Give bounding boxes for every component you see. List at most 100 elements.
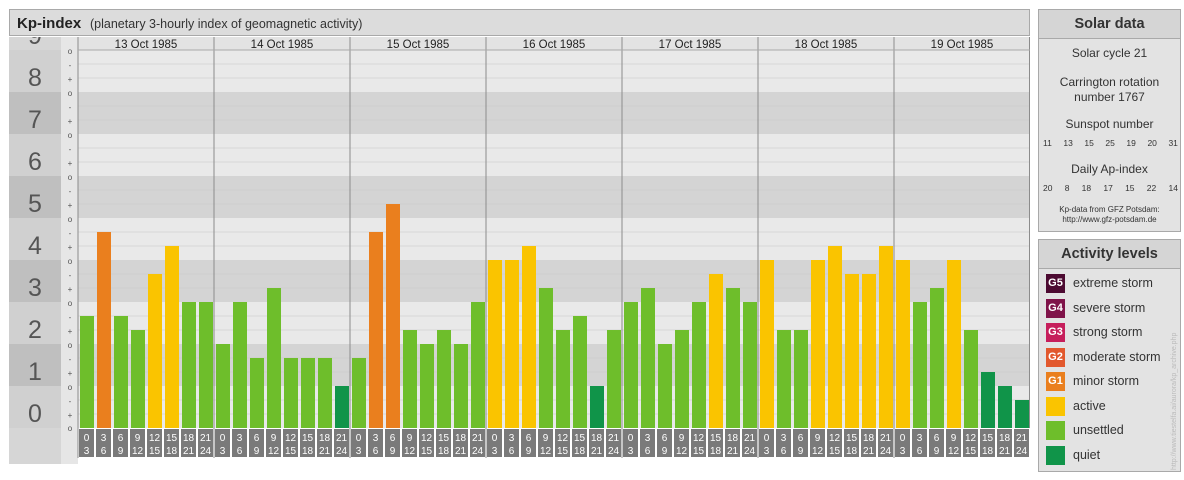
interval-start-label: 6 <box>254 433 260 444</box>
interval-end-label: 15 <box>149 446 161 457</box>
interval-label-box <box>113 429 128 457</box>
interval-start-label: 9 <box>951 433 957 444</box>
kp-bar <box>403 330 417 428</box>
interval-end-label: 12 <box>540 446 552 457</box>
interval-label-box <box>929 429 944 457</box>
interval-start-label: 15 <box>574 433 586 444</box>
interval-label-box <box>861 429 876 457</box>
interval-start-label: 0 <box>220 433 226 444</box>
day-label: 19 Oct 1985 <box>931 39 994 51</box>
kp-bar <box>488 260 502 428</box>
solar-cycle: Solar cycle 21 <box>1071 46 1148 60</box>
interval-label-box <box>198 429 213 457</box>
kp-bar <box>148 273 162 428</box>
ap-value: 15 <box>1125 183 1135 193</box>
y-minor-tick-label: - <box>69 187 72 196</box>
interval-end-label: 18 <box>166 446 178 457</box>
interval-start-label: 12 <box>285 433 297 444</box>
grid-band <box>78 176 1030 218</box>
kp-bar <box>216 344 230 428</box>
carrington-line-1: Carrington rotation <box>1059 75 1160 89</box>
interval-end-label: 21 <box>319 446 331 457</box>
interval-end-label: 18 <box>302 446 314 457</box>
interval-end-label: 15 <box>829 446 841 457</box>
y-tick-label: 1 <box>28 358 42 386</box>
interval-start-label: 18 <box>999 433 1011 444</box>
day-label: 14 Oct 1985 <box>251 39 314 51</box>
interval-end-label: 9 <box>662 446 668 457</box>
y-minor-tick-label: o <box>68 383 73 392</box>
kp-bar <box>692 302 706 428</box>
sunspot-label: Sunspot number <box>1065 117 1154 131</box>
interval-start-label: 0 <box>764 433 770 444</box>
interval-label-box <box>147 429 162 457</box>
interval-start-label: 0 <box>900 433 906 444</box>
interval-start-label: 18 <box>863 433 875 444</box>
interval-start-label: 18 <box>455 433 467 444</box>
kp-bar <box>301 357 315 428</box>
interval-start-label: 3 <box>237 433 243 444</box>
kp-bar <box>233 302 247 428</box>
y-tick-label: 0 <box>28 400 42 428</box>
interval-start-label: 15 <box>846 433 858 444</box>
legend-swatch: G3 <box>1046 323 1065 342</box>
legend-label: strong storm <box>1073 325 1143 339</box>
legend-label: moderate storm <box>1073 349 1161 364</box>
interval-label-box <box>657 429 672 457</box>
interval-start-label: 3 <box>917 433 923 444</box>
interval-label-box <box>181 429 196 457</box>
solar-data-panel: Solar data Solar cycle 21 Carrington rot… <box>1038 9 1181 232</box>
interval-end-label: 3 <box>764 446 770 457</box>
y-minor-tick-label: o <box>68 173 73 182</box>
interval-end-label: 9 <box>798 446 804 457</box>
interval-start-label: 6 <box>798 433 804 444</box>
y-minor-tick-label: o <box>68 131 73 140</box>
interval-end-label: 18 <box>982 446 994 457</box>
y-tick-label: 2 <box>28 316 42 344</box>
kp-chart: 0123456789o-+o-+o-+o-+o-+o-+o-+o-+o-+o03… <box>9 37 1030 464</box>
interval-start-label: 21 <box>880 433 892 444</box>
y-minor-tick-label: - <box>69 397 72 406</box>
legend-swatch: G5 <box>1046 274 1065 293</box>
interval-label-box <box>827 429 842 457</box>
ap-label: Daily Ap-index <box>1071 162 1148 176</box>
interval-start-label: 0 <box>84 433 90 444</box>
interval-end-label: 24 <box>1016 446 1028 457</box>
interval-start-label: 21 <box>336 433 348 444</box>
interval-start-label: 3 <box>781 433 787 444</box>
y-minor-tick-label: + <box>68 159 73 168</box>
kp-bar <box>828 246 842 428</box>
interval-start-label: 21 <box>744 433 756 444</box>
y-minor-tick-label: + <box>68 411 73 420</box>
y-band <box>9 344 61 386</box>
interval-start-label: 9 <box>679 433 685 444</box>
interval-label-box <box>436 429 451 457</box>
data-credit-link[interactable]: http://www.gfz-potsdam.de <box>1062 215 1157 224</box>
interval-start-label: 3 <box>509 433 515 444</box>
chart-header: Kp-index (planetary 3-hourly index of ge… <box>9 9 1030 36</box>
interval-end-label: 12 <box>132 446 144 457</box>
sunspot-value: 19 <box>1126 138 1136 148</box>
sunspot-value: 15 <box>1084 138 1094 148</box>
interval-label-box <box>674 429 689 457</box>
kp-bar <box>556 330 570 428</box>
interval-end-label: 6 <box>373 446 379 457</box>
y-minor-tick-label: + <box>68 201 73 210</box>
kp-bar <box>607 330 621 428</box>
interval-start-label: 6 <box>390 433 396 444</box>
kp-bar <box>879 246 893 428</box>
interval-start-label: 15 <box>438 433 450 444</box>
interval-end-label: 24 <box>744 446 756 457</box>
ap-value: 22 <box>1146 183 1157 193</box>
kp-bar <box>80 315 94 428</box>
interval-start-label: 9 <box>543 433 549 444</box>
interval-label-box <box>334 429 349 457</box>
ap-value: 14 <box>1168 183 1178 193</box>
ap-values: 20 8 18 17 15 22 14 <box>1043 183 1178 193</box>
interval-start-label: 9 <box>815 433 821 444</box>
interval-label-box <box>895 429 910 457</box>
kp-bar <box>97 231 111 428</box>
y-minor-tick-label: + <box>68 75 73 84</box>
grid-band <box>78 218 1030 260</box>
interval-end-label: 3 <box>628 446 634 457</box>
